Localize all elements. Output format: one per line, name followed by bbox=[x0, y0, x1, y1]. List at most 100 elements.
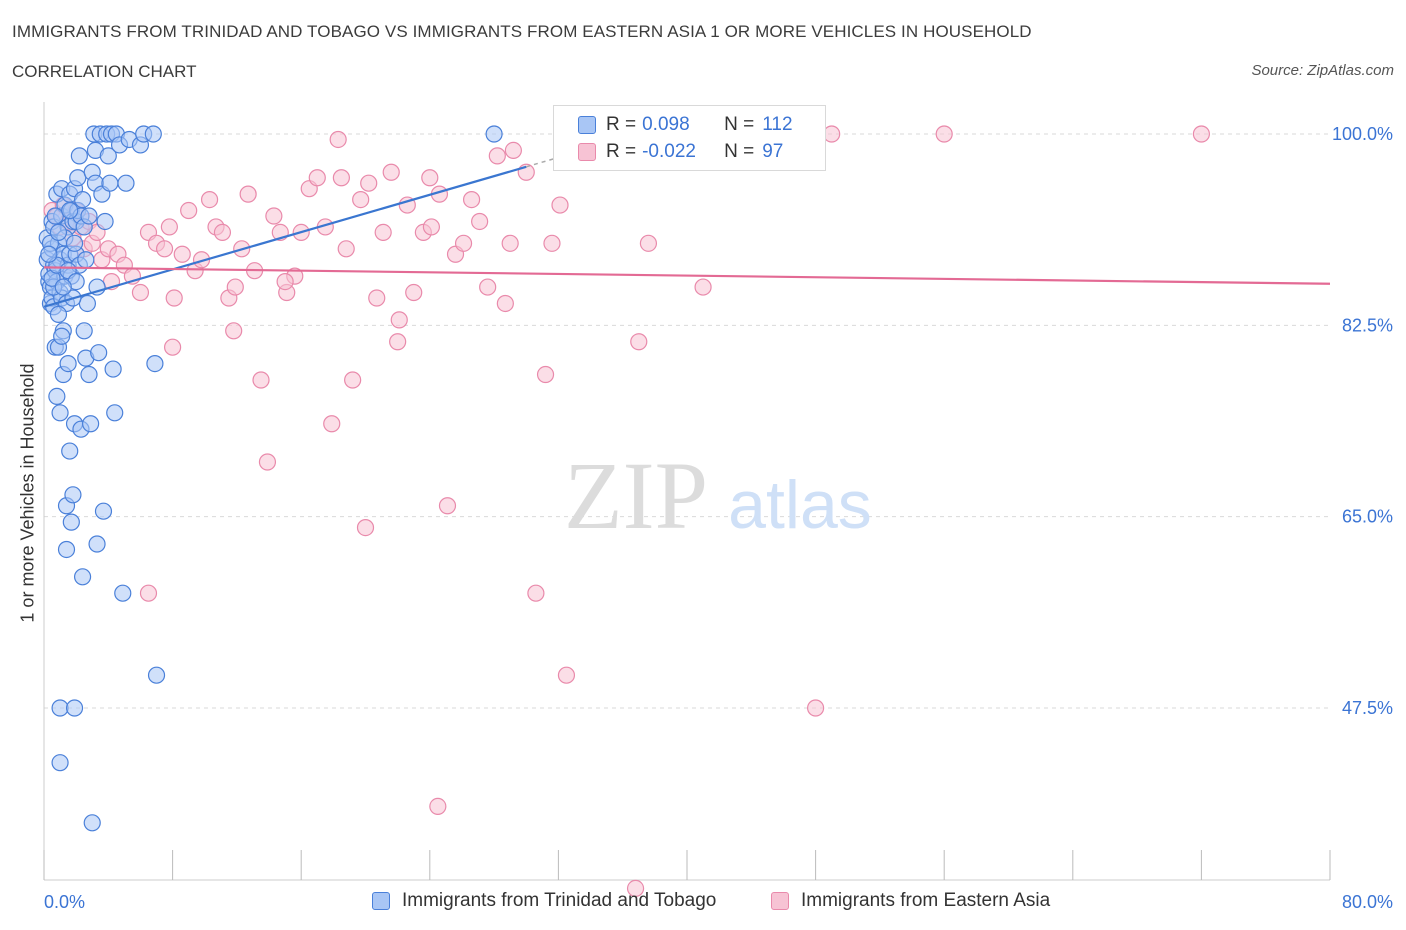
point-eastern-asia bbox=[180, 201, 198, 220]
point-eastern-asia bbox=[806, 699, 825, 717]
bottom-legend-label: Immigrants from Trinidad and Tobago bbox=[402, 890, 717, 911]
legend-swatch-pink bbox=[578, 143, 596, 161]
point-eastern-asia bbox=[252, 371, 270, 389]
point-trinidad bbox=[90, 344, 108, 362]
point-eastern-asia bbox=[139, 584, 158, 602]
point-eastern-asia bbox=[131, 283, 150, 302]
legend-swatch-blue bbox=[578, 116, 596, 134]
point-trinidad bbox=[117, 174, 135, 192]
point-trinidad bbox=[101, 174, 119, 192]
series-trinidad-points bbox=[38, 125, 503, 832]
point-eastern-asia bbox=[527, 584, 545, 602]
point-trinidad bbox=[80, 365, 98, 384]
point-trinidad bbox=[65, 234, 84, 252]
point-eastern-asia bbox=[639, 234, 658, 252]
point-trinidad bbox=[96, 212, 114, 231]
bottom-legend-swatch-blue bbox=[372, 892, 390, 910]
point-eastern-asia bbox=[471, 212, 489, 231]
point-trinidad bbox=[146, 355, 164, 373]
point-trinidad bbox=[99, 147, 117, 165]
legend-r-value: 0.098 bbox=[642, 114, 690, 135]
point-trinidad bbox=[114, 584, 132, 602]
point-eastern-asia bbox=[368, 289, 386, 307]
point-trinidad bbox=[82, 415, 100, 433]
point-trinidad bbox=[40, 245, 58, 263]
point-eastern-asia bbox=[694, 278, 712, 296]
bottom-legend-label: Immigrants from Eastern Asia bbox=[801, 890, 1051, 911]
point-eastern-asia bbox=[488, 147, 506, 165]
point-trinidad bbox=[59, 355, 77, 373]
point-eastern-asia bbox=[308, 169, 326, 187]
point-eastern-asia bbox=[479, 278, 497, 296]
point-eastern-asia bbox=[438, 497, 457, 515]
point-eastern-asia bbox=[239, 185, 257, 203]
legend-n-label: N = bbox=[724, 141, 755, 162]
point-trinidad bbox=[78, 294, 97, 313]
point-trinidad bbox=[61, 442, 79, 460]
trend-line-eastern-asia bbox=[43, 266, 1331, 285]
point-eastern-asia bbox=[551, 196, 569, 214]
point-trinidad bbox=[88, 535, 106, 553]
bottom-legend-eastern-asia: Immigrants from Eastern Asia bbox=[771, 890, 1050, 912]
point-eastern-asia bbox=[155, 240, 174, 258]
bottom-legend-swatch-pink bbox=[771, 892, 789, 910]
point-eastern-asia bbox=[200, 191, 219, 209]
point-eastern-asia bbox=[504, 141, 522, 159]
x-tick-label-min: 0.0% bbox=[44, 892, 85, 912]
watermark-zip: ZIP bbox=[564, 442, 708, 549]
source-label: Source: ZipAtlas.com bbox=[1251, 62, 1394, 79]
point-trinidad bbox=[64, 486, 82, 504]
legend-row-trinidad: R = 0.098 N = 112 bbox=[554, 113, 793, 137]
point-trinidad bbox=[73, 568, 92, 586]
point-eastern-asia bbox=[536, 365, 555, 384]
point-trinidad bbox=[51, 754, 69, 772]
point-trinidad bbox=[65, 699, 84, 717]
trend-line-trinidad bbox=[43, 165, 527, 308]
point-eastern-asia bbox=[276, 273, 294, 291]
point-eastern-asia bbox=[557, 666, 576, 684]
y-tick-label: 82.5% bbox=[1342, 315, 1393, 335]
chart-title: IMMIGRANTS FROM TRINIDAD AND TOBAGO VS I… bbox=[12, 22, 1032, 41]
point-eastern-asia bbox=[332, 169, 350, 187]
y-tick-label: 100.0% bbox=[1332, 124, 1393, 144]
point-eastern-asia bbox=[258, 453, 277, 471]
point-eastern-asia bbox=[164, 338, 182, 356]
point-trinidad bbox=[94, 502, 113, 520]
y-tick-label: 47.5% bbox=[1342, 698, 1393, 718]
point-trinidad bbox=[70, 147, 88, 165]
point-trinidad bbox=[46, 207, 64, 225]
point-eastern-asia bbox=[1192, 125, 1211, 143]
legend-r-value: -0.022 bbox=[642, 141, 696, 162]
point-trinidad bbox=[62, 513, 80, 531]
point-eastern-asia bbox=[165, 289, 183, 307]
point-trinidad bbox=[144, 125, 162, 143]
legend-n-value: 112 bbox=[762, 114, 793, 135]
point-trinidad bbox=[61, 201, 79, 220]
point-trinidad bbox=[485, 125, 503, 143]
point-trinidad bbox=[57, 540, 76, 559]
point-eastern-asia bbox=[626, 879, 645, 898]
point-eastern-asia bbox=[265, 207, 283, 225]
correlation-legend: R = 0.098 N = 112 R = -0.022 N = 97 bbox=[553, 105, 826, 171]
point-eastern-asia bbox=[160, 218, 178, 236]
point-trinidad bbox=[48, 387, 66, 405]
bottom-legend-trinidad: Immigrants from Trinidad and Tobago bbox=[372, 890, 716, 912]
point-trinidad bbox=[69, 169, 87, 187]
point-eastern-asia bbox=[389, 333, 407, 351]
point-eastern-asia bbox=[225, 322, 243, 340]
point-eastern-asia bbox=[823, 125, 841, 143]
point-trinidad bbox=[77, 251, 95, 269]
point-trinidad bbox=[54, 278, 72, 296]
point-eastern-asia bbox=[344, 371, 362, 389]
point-eastern-asia bbox=[405, 283, 423, 302]
point-trinidad bbox=[104, 360, 122, 378]
point-eastern-asia bbox=[382, 163, 400, 181]
legend-row-eastern-asia: R = -0.022 N = 97 bbox=[554, 140, 783, 164]
point-eastern-asia bbox=[323, 415, 341, 433]
watermark-atlas: atlas bbox=[728, 467, 872, 543]
point-trinidad bbox=[147, 666, 166, 684]
chart-subtitle: CORRELATION CHART bbox=[12, 62, 197, 81]
point-eastern-asia bbox=[462, 191, 481, 209]
point-eastern-asia bbox=[496, 294, 514, 313]
point-eastern-asia bbox=[360, 174, 378, 192]
